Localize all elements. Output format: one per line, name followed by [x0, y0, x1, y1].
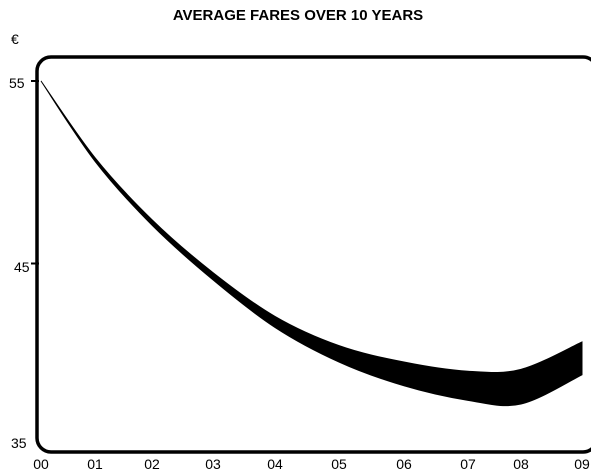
y-tick-35: 35 [11, 435, 27, 451]
plot-area [40, 80, 583, 407]
x-tick-02: 02 [144, 456, 160, 472]
fare-range-band [40, 80, 583, 407]
x-tick-05: 05 [331, 456, 347, 472]
y-tick-45: 45 [14, 259, 30, 275]
chart-title: AVERAGE FARES OVER 10 YEARS [173, 7, 423, 24]
x-tick-07: 07 [460, 456, 476, 472]
y-axis-label: € [11, 31, 19, 47]
x-tick-06: 06 [396, 456, 412, 472]
x-tick-09: 09 [574, 456, 590, 472]
x-tick-03: 03 [205, 456, 221, 472]
x-tick-08: 08 [513, 456, 529, 472]
x-tick-01: 01 [87, 456, 103, 472]
x-tick-04: 04 [267, 456, 283, 472]
plot-frame [35, 55, 591, 454]
x-axis: 00 01 02 03 04 05 06 07 08 09 [33, 456, 590, 472]
y-axis: 55 45 35 [9, 75, 39, 451]
y-tick-55: 55 [9, 75, 25, 91]
x-tick-00: 00 [33, 456, 49, 472]
